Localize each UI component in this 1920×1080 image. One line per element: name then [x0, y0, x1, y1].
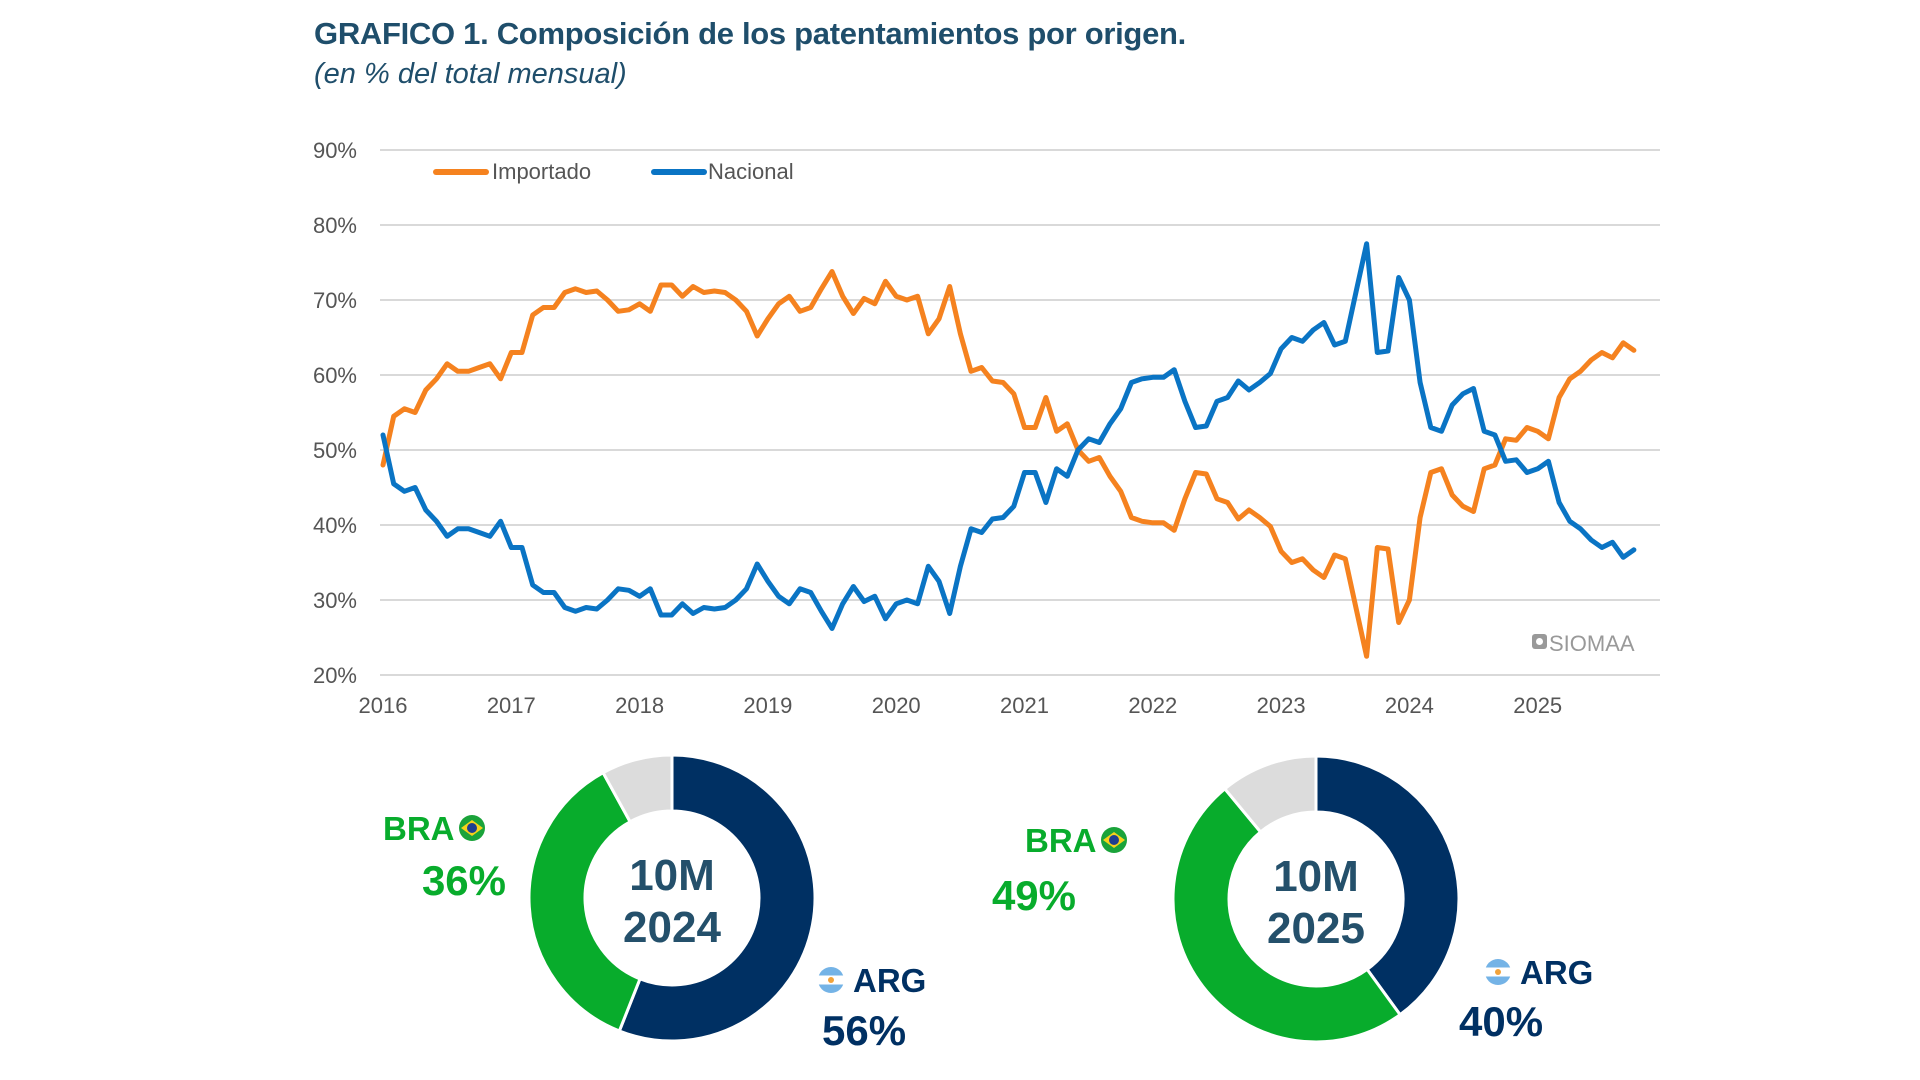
x-tick-label: 2023 — [1257, 693, 1306, 718]
x-tick-label: 2020 — [872, 693, 921, 718]
arg-label: ARG — [1520, 954, 1593, 991]
siomaa-text: SIOMAA — [1549, 631, 1635, 656]
siomaa-watermark: SIOMAA — [1532, 631, 1635, 656]
arg-label: ARG — [853, 962, 926, 999]
x-tick-label: 2021 — [1000, 693, 1049, 718]
y-tick-label: 50% — [313, 438, 357, 463]
series-lines — [380, 241, 1637, 659]
donut-slice-arg — [1314, 754, 1461, 1017]
argentina-flag-icon — [1485, 959, 1511, 985]
donut-slice-bra — [527, 770, 642, 1033]
legend-label-importado: Importado — [492, 159, 591, 184]
series-line-nacional — [380, 241, 1637, 631]
donut-center-label-year: 2025 — [1267, 904, 1365, 953]
y-tick-label: 70% — [313, 288, 357, 313]
y-axis-ticks: 20% 30% 40% 50% 60% 70% 80% 90% — [313, 138, 357, 688]
bra-label: BRA — [1025, 822, 1097, 859]
series-line-importado — [380, 269, 1637, 659]
y-tick-label: 90% — [313, 138, 357, 163]
grid-lines — [380, 149, 1660, 676]
donut-center-label-period: 10M — [1273, 852, 1359, 901]
legend-label-nacional: Nacional — [708, 159, 794, 184]
donut-center-label-period: 10M — [629, 851, 715, 900]
donut-slice-arg — [617, 753, 817, 1043]
siomaa-logo-dot — [1536, 638, 1543, 645]
y-tick-label: 80% — [313, 213, 357, 238]
y-tick-label: 20% — [313, 663, 357, 688]
x-axis-ticks: 2016 2017 2018 2019 2020 2021 2022 2023 2024 2025 — [359, 693, 1563, 718]
x-tick-label: 2019 — [743, 693, 792, 718]
y-tick-label: 40% — [313, 513, 357, 538]
donut-slice-other — [1222, 754, 1318, 835]
x-tick-label: 2018 — [615, 693, 664, 718]
x-tick-label: 2016 — [359, 693, 408, 718]
donut-slice-other — [601, 753, 674, 824]
bra-percent: 36% — [422, 857, 506, 904]
chart-subtitle: (en % del total mensual) — [314, 58, 627, 90]
arg-percent: 40% — [1459, 998, 1543, 1045]
argentina-flag-icon — [818, 967, 844, 993]
brazil-flag-icon — [1101, 827, 1127, 853]
x-tick-label: 2017 — [487, 693, 536, 718]
legend: Importado Nacional — [433, 159, 794, 184]
chart-title: GRAFICO 1. Composición de los patentamie… — [314, 16, 1186, 51]
x-tick-label: 2022 — [1128, 693, 1177, 718]
donut-slice-bra — [1171, 786, 1403, 1044]
brazil-flag-icon — [459, 815, 485, 841]
bra-label: BRA — [383, 810, 455, 847]
x-tick-label: 2025 — [1513, 693, 1562, 718]
y-tick-label: 30% — [313, 588, 357, 613]
donut-center-label-year: 2024 — [623, 903, 721, 952]
y-tick-label: 60% — [313, 363, 357, 388]
arg-percent: 56% — [822, 1007, 906, 1054]
bra-percent: 49% — [992, 872, 1076, 919]
x-tick-label: 2024 — [1385, 693, 1434, 718]
